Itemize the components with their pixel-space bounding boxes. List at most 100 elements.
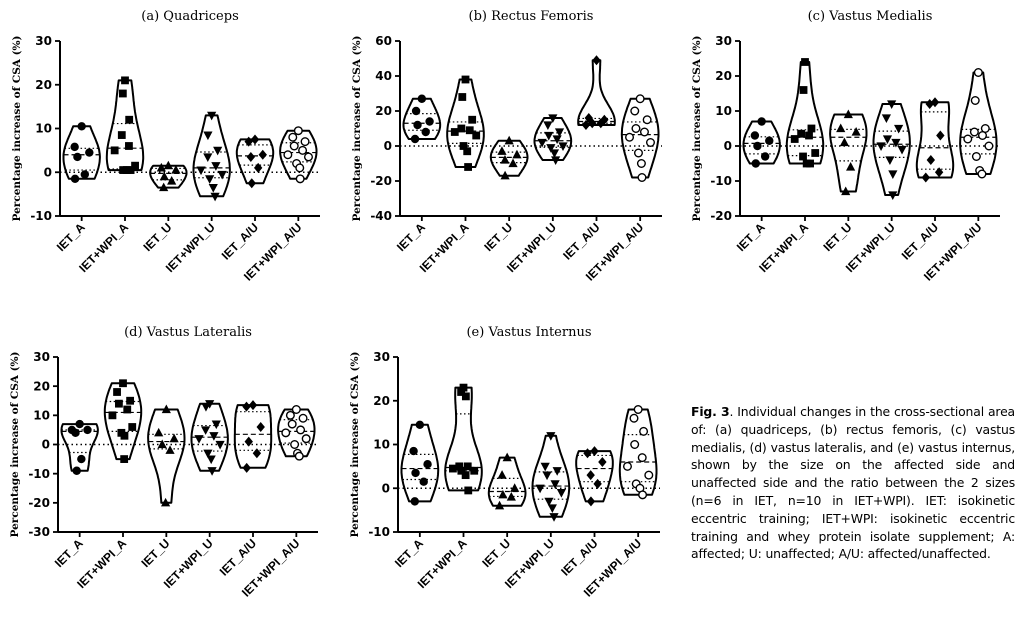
y-axis-label: Percentage increase of CSA (%) xyxy=(351,36,363,222)
data-point xyxy=(205,175,215,184)
y-tick-label: 20 xyxy=(715,69,732,83)
y-tick-label: 20 xyxy=(33,379,50,393)
data-point xyxy=(247,178,256,189)
data-point xyxy=(207,467,217,476)
data-point xyxy=(841,186,851,196)
data-point xyxy=(159,182,169,192)
data-point xyxy=(645,137,655,147)
data-point xyxy=(252,448,262,459)
data-point xyxy=(881,114,891,123)
data-point xyxy=(593,478,602,489)
y-tick-label: 0 xyxy=(44,165,52,179)
violin-outline xyxy=(742,120,781,165)
violin-outline xyxy=(105,79,145,172)
data-point xyxy=(410,134,420,144)
data-point xyxy=(411,106,421,116)
data-point xyxy=(110,146,119,155)
data-point xyxy=(169,433,179,443)
data-point xyxy=(295,163,305,173)
x-category-label: IET_U xyxy=(139,536,173,570)
violin-outline xyxy=(959,71,998,175)
data-point xyxy=(157,439,167,449)
y-tick-label: 20 xyxy=(35,78,52,92)
chart-panel-3: (c) Vastus Medialis Percentage increase o… xyxy=(691,9,1000,284)
data-point xyxy=(550,480,560,489)
data-point xyxy=(298,145,308,155)
data-point xyxy=(291,405,301,415)
data-point xyxy=(801,58,809,66)
data-point xyxy=(287,419,297,429)
data-point xyxy=(115,399,123,408)
data-point xyxy=(211,162,221,171)
data-point xyxy=(72,466,81,475)
data-point xyxy=(464,486,473,495)
violin-outline xyxy=(235,138,275,185)
data-point xyxy=(552,467,562,476)
data-point xyxy=(590,446,599,457)
violin-outline xyxy=(60,423,99,472)
data-point xyxy=(537,138,547,148)
violin-outline xyxy=(402,97,442,140)
data-point xyxy=(625,132,635,142)
data-point xyxy=(885,156,895,165)
data-point xyxy=(984,141,994,151)
data-point xyxy=(934,167,944,178)
x-category-label: IET_U xyxy=(141,220,175,254)
data-point xyxy=(497,470,507,479)
data-point xyxy=(210,192,220,202)
data-point xyxy=(876,142,886,151)
data-point xyxy=(206,455,216,465)
data-point xyxy=(83,425,92,435)
data-point xyxy=(285,410,295,420)
data-point xyxy=(281,428,291,438)
data-point xyxy=(108,411,117,420)
data-point xyxy=(811,149,820,157)
violin-outline xyxy=(915,101,955,179)
y-tick-label: -20 xyxy=(710,209,732,223)
y-tick-label: -40 xyxy=(370,209,392,223)
data-point xyxy=(639,127,649,137)
data-point xyxy=(415,420,425,430)
data-point xyxy=(963,134,973,144)
data-point xyxy=(123,405,132,414)
data-point xyxy=(936,130,945,141)
data-point xyxy=(635,94,645,104)
data-point xyxy=(196,166,206,176)
data-point xyxy=(160,497,171,507)
data-point xyxy=(201,426,211,435)
x-category-label: IET_U xyxy=(479,536,513,570)
data-point xyxy=(73,152,82,162)
x-category-label: IET_A xyxy=(734,220,768,254)
x-category-label: IET_A xyxy=(394,220,428,254)
data-point xyxy=(583,448,592,459)
data-point xyxy=(468,115,477,124)
data-point xyxy=(459,142,468,150)
data-point xyxy=(549,149,560,158)
data-point xyxy=(548,114,558,123)
data-point xyxy=(636,158,646,168)
data-point xyxy=(77,454,86,464)
data-point xyxy=(969,127,979,137)
data-point xyxy=(797,129,806,138)
data-point xyxy=(851,127,861,136)
data-point xyxy=(470,466,479,475)
violin-outline xyxy=(575,450,614,503)
data-point xyxy=(552,135,562,144)
data-point xyxy=(839,137,850,147)
x-category-label: IET_A/U xyxy=(899,220,941,262)
panel-title: (b) Rectus Femoris xyxy=(469,9,594,24)
data-point xyxy=(508,158,518,168)
data-point xyxy=(213,146,223,156)
data-point xyxy=(154,427,164,437)
data-point xyxy=(165,445,175,454)
data-point xyxy=(556,489,566,498)
data-point xyxy=(586,496,596,507)
data-point xyxy=(888,170,898,179)
data-point xyxy=(215,440,225,450)
data-point xyxy=(542,471,552,481)
y-tick-label: 60 xyxy=(375,34,392,48)
data-point xyxy=(506,492,516,501)
y-tick-label: 0 xyxy=(42,438,50,452)
y-tick-label: 0 xyxy=(382,481,390,495)
